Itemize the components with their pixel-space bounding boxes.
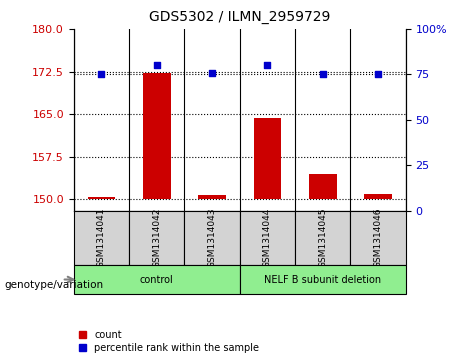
Point — [208, 70, 216, 76]
Text: GSM1314042: GSM1314042 — [152, 208, 161, 268]
Bar — [88, 197, 115, 199]
FancyBboxPatch shape — [184, 211, 240, 265]
Bar — [364, 193, 392, 199]
FancyBboxPatch shape — [240, 265, 406, 294]
Legend: count, percentile rank within the sample: count, percentile rank within the sample — [79, 330, 259, 353]
FancyBboxPatch shape — [240, 211, 295, 265]
Bar — [309, 174, 337, 199]
Text: genotype/variation: genotype/variation — [5, 280, 104, 290]
Text: GSM1314041: GSM1314041 — [97, 208, 106, 268]
FancyBboxPatch shape — [74, 265, 240, 294]
FancyBboxPatch shape — [350, 211, 406, 265]
Title: GDS5302 / ILMN_2959729: GDS5302 / ILMN_2959729 — [149, 10, 331, 24]
Bar — [198, 195, 226, 199]
Bar — [143, 73, 171, 199]
Text: GSM1314043: GSM1314043 — [207, 208, 217, 268]
Text: GSM1314046: GSM1314046 — [373, 208, 383, 268]
FancyBboxPatch shape — [74, 211, 129, 265]
Text: control: control — [140, 274, 174, 285]
Point — [374, 72, 382, 77]
Bar — [254, 118, 281, 199]
Text: GSM1314045: GSM1314045 — [318, 208, 327, 268]
Point — [98, 72, 105, 77]
Point — [264, 62, 271, 68]
Text: GSM1314044: GSM1314044 — [263, 208, 272, 268]
Point — [319, 72, 326, 77]
Point — [153, 62, 160, 68]
FancyBboxPatch shape — [129, 211, 184, 265]
Text: NELF B subunit deletion: NELF B subunit deletion — [264, 274, 381, 285]
FancyBboxPatch shape — [295, 211, 350, 265]
